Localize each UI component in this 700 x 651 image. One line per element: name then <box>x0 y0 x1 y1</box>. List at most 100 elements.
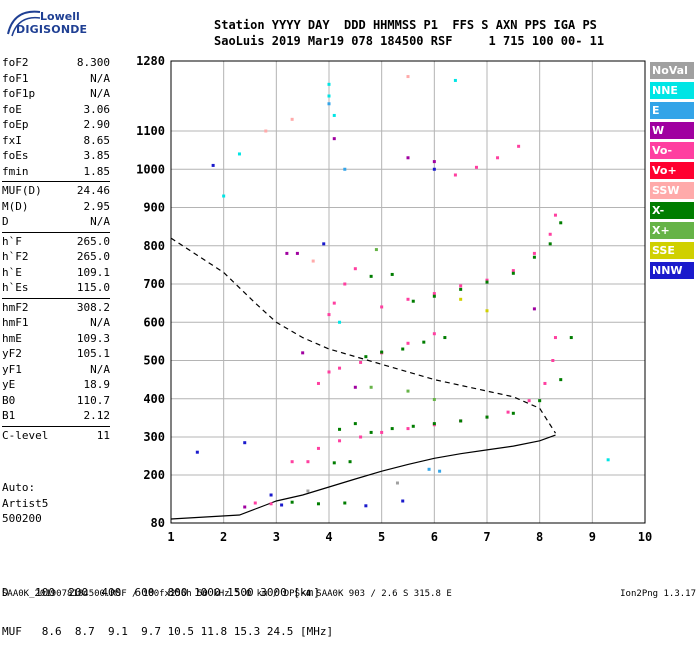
x-tick-label: 2 <box>220 530 227 544</box>
echo-point-vo <box>432 332 436 336</box>
logo-text-digisonde: DIGISONDE <box>16 23 88 36</box>
echo-points <box>195 75 610 509</box>
echo-point-x <box>348 460 352 464</box>
param-name: foEs <box>2 149 29 162</box>
echo-point-vo <box>511 269 515 273</box>
echo-point-nnw <box>211 163 215 167</box>
echo-point-vo <box>553 213 557 217</box>
param-name: foF2 <box>2 56 29 69</box>
echo-point-e <box>343 167 347 171</box>
echo-point-vo <box>338 439 342 443</box>
echo-point-vo <box>327 313 331 317</box>
param-row: foE 3.06 <box>2 103 110 119</box>
echo-point-x <box>485 280 489 284</box>
param-row: D N/A <box>2 215 110 231</box>
echo-point-x <box>411 424 415 428</box>
param-name: fxI <box>2 133 22 147</box>
echo-point-x <box>411 299 415 303</box>
param-name: foE <box>2 102 22 116</box>
echo-point-vo <box>406 341 410 345</box>
param-name: h`E <box>2 265 22 279</box>
param-row: hmF2 308.2 <box>2 301 110 317</box>
param-row: yE 18.9 <box>2 378 110 394</box>
echo-point-e <box>438 469 442 473</box>
echo-point-sse <box>459 297 463 301</box>
echo-point-nnw <box>195 450 199 454</box>
chart-axes: 1 2 3 4 5 6 7 8 9 10 80 200 300 400 500 600 700 800 900 100… <box>136 54 652 544</box>
param-name: D <box>2 215 9 228</box>
echo-point-nnw <box>401 499 405 503</box>
param-row: h`Es 115.0 <box>2 281 110 297</box>
echo-point-vo <box>532 251 536 255</box>
echo-point-vo <box>338 366 342 370</box>
chart-grid <box>170 60 646 524</box>
echo-point-nnw <box>243 441 247 445</box>
header-row-values: SaoLuis 2019 Mar19 078 184500 RSF 1 715 … <box>214 34 605 48</box>
echo-point-ssw <box>406 75 410 79</box>
muf-table: D 100 200 400 600 800 1000 1500 3000 [km… <box>2 560 333 651</box>
echo-point-vo <box>316 381 320 385</box>
echo-point-nnw <box>364 504 368 508</box>
param-value: 11 <box>96 428 110 442</box>
echo-point-x <box>511 271 515 275</box>
muf-frequency-row: MUF 8.6 8.7 9.1 9.7 10.5 11.8 15.3 24.5 … <box>2 625 334 638</box>
echo-point-x <box>401 347 405 351</box>
param-value: 110.7 <box>76 393 110 407</box>
y-tick-label: 900 <box>143 201 165 215</box>
echo-point-vo <box>517 144 521 148</box>
param-value: 3.85 <box>83 149 111 162</box>
param-value: 265.0 <box>76 234 110 248</box>
echo-point-vo <box>380 430 384 434</box>
param-separator <box>2 231 110 233</box>
param-name: fmin <box>2 164 29 178</box>
echo-point-vo <box>548 232 552 236</box>
echo-point-vo <box>506 410 510 414</box>
muf-distance-row: D 100 200 400 600 800 1000 1500 3000 [km… <box>2 586 320 599</box>
echo-point-ssw <box>264 129 268 133</box>
param-row: fxI 8.65 <box>2 134 110 150</box>
param-row: foEp 2.90 <box>2 118 110 134</box>
logo-text-lowell: Lowell <box>40 10 80 23</box>
y-tick-label: 1100 <box>136 124 165 138</box>
echo-point-nne <box>332 113 336 117</box>
ionogram-chart: 1 2 3 4 5 6 7 8 9 10 80 200 300 400 500 600 700 800 900 100… <box>136 54 652 544</box>
param-value: 3.06 <box>83 102 111 116</box>
echo-point-vo <box>380 305 384 309</box>
param-value: 2.12 <box>83 409 111 422</box>
param-row: hmF1 N/A <box>2 316 110 332</box>
echo-point-x <box>548 242 552 246</box>
y-tick-label: 1280 <box>136 54 165 68</box>
profile-curves <box>170 237 557 520</box>
x-tick-label: 1 <box>167 530 174 544</box>
echo-point-nnw <box>280 503 284 507</box>
param-name: h`F2 <box>2 250 29 263</box>
header-row-labels: Station YYYY DAY DDD HHMMSS P1 FFS S AXN… <box>214 18 597 32</box>
echo-point-nne <box>606 458 610 462</box>
echo-point-w <box>295 251 299 255</box>
echo-point-vo <box>543 381 547 385</box>
echo-point-sse <box>485 309 489 313</box>
echo-point-vo <box>453 173 457 177</box>
echo-point-vo <box>306 460 310 464</box>
param-value: 2.90 <box>83 118 111 131</box>
echo-point-x <box>364 355 368 359</box>
y-tick-label: 500 <box>143 354 165 368</box>
legend-item-e: E <box>650 102 694 119</box>
echo-point-vo <box>359 435 363 439</box>
param-value: 18.9 <box>83 378 111 391</box>
echo-point-x <box>290 500 294 504</box>
param-value: 2.95 <box>83 199 111 213</box>
param-name: yF2 <box>2 347 22 360</box>
param-name: foEp <box>2 118 29 131</box>
echo-point-x <box>559 378 563 382</box>
echo-point-vo <box>353 267 357 271</box>
echo-point-w <box>301 351 305 355</box>
auto-program: Artist5 <box>2 496 49 510</box>
echo-point-vo <box>527 399 531 403</box>
param-value: 109.3 <box>76 331 110 345</box>
x-tick-label: 9 <box>589 530 596 544</box>
param-value: 24.46 <box>76 184 110 197</box>
param-name: hmF2 <box>2 300 29 314</box>
x-tick-label: 10 <box>638 530 652 544</box>
param-row: foF2 8.300 <box>2 56 110 72</box>
